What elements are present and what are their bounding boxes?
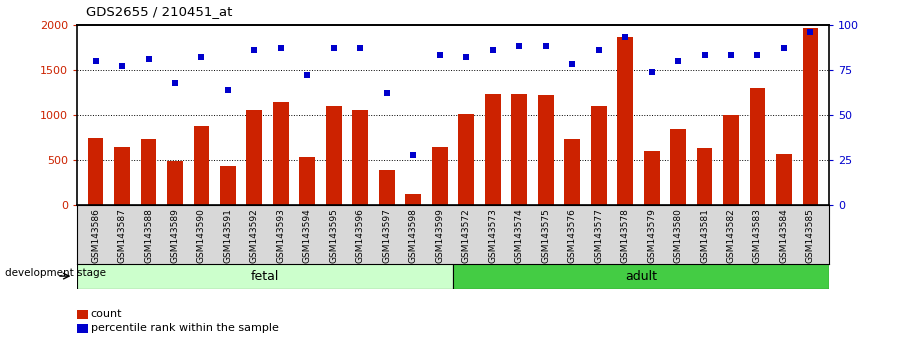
Point <box>512 44 526 49</box>
Point <box>538 44 553 49</box>
Text: GSM143585: GSM143585 <box>806 208 815 263</box>
Text: GSM143576: GSM143576 <box>568 208 576 263</box>
Point <box>221 87 236 93</box>
Bar <box>643 151 660 205</box>
Point <box>353 45 368 51</box>
Bar <box>538 95 554 205</box>
Point <box>618 35 632 40</box>
Bar <box>564 138 580 205</box>
Text: fetal: fetal <box>251 270 279 282</box>
Bar <box>246 110 263 205</box>
Point <box>274 45 288 51</box>
Point <box>698 53 712 58</box>
Text: GSM143592: GSM143592 <box>250 208 259 263</box>
Point <box>168 80 182 85</box>
Point <box>776 45 791 51</box>
Text: development stage: development stage <box>5 268 105 278</box>
Text: GSM143590: GSM143590 <box>197 208 206 263</box>
Text: GSM143587: GSM143587 <box>118 208 127 263</box>
Point <box>592 47 606 53</box>
Bar <box>326 106 342 205</box>
Text: GSM143583: GSM143583 <box>753 208 762 263</box>
Bar <box>220 166 236 205</box>
Text: GSM143581: GSM143581 <box>700 208 709 263</box>
Text: GDS2655 / 210451_at: GDS2655 / 210451_at <box>86 5 233 18</box>
Bar <box>194 126 209 205</box>
Point <box>380 91 394 96</box>
Bar <box>77 264 453 289</box>
Bar <box>140 138 157 205</box>
Bar <box>723 115 739 205</box>
Point <box>406 152 420 158</box>
Bar <box>776 154 792 205</box>
Text: GSM143599: GSM143599 <box>435 208 444 263</box>
Bar <box>511 94 527 205</box>
Bar <box>114 147 130 205</box>
Point <box>141 56 156 62</box>
Bar <box>432 147 448 205</box>
Point <box>115 63 130 69</box>
Point <box>459 55 474 60</box>
Point <box>194 55 208 60</box>
Text: GSM143588: GSM143588 <box>144 208 153 263</box>
Bar <box>803 28 818 205</box>
Point <box>88 58 102 64</box>
Text: GSM143593: GSM143593 <box>276 208 285 263</box>
Bar <box>617 36 633 205</box>
Text: percentile rank within the sample: percentile rank within the sample <box>91 323 278 333</box>
Point <box>750 53 765 58</box>
Text: GSM143572: GSM143572 <box>462 208 471 263</box>
Text: adult: adult <box>625 270 657 282</box>
Bar <box>405 194 421 205</box>
Bar <box>453 264 829 289</box>
Point <box>486 47 500 53</box>
Bar <box>379 170 395 205</box>
Point <box>804 29 818 35</box>
Text: GSM143586: GSM143586 <box>91 208 100 263</box>
Bar <box>670 129 686 205</box>
Bar <box>485 94 501 205</box>
Text: GSM143596: GSM143596 <box>356 208 365 263</box>
Text: GSM143578: GSM143578 <box>621 208 630 263</box>
Bar <box>591 106 607 205</box>
Point <box>247 47 262 53</box>
Bar <box>167 161 183 205</box>
Text: GSM143584: GSM143584 <box>779 208 788 263</box>
Text: GSM143575: GSM143575 <box>541 208 550 263</box>
Text: GSM143573: GSM143573 <box>488 208 497 263</box>
Text: GSM143597: GSM143597 <box>382 208 391 263</box>
Text: GSM143589: GSM143589 <box>170 208 179 263</box>
Text: count: count <box>91 309 122 319</box>
Text: GSM143591: GSM143591 <box>224 208 233 263</box>
Point <box>326 45 341 51</box>
Point <box>300 73 314 78</box>
Point <box>432 53 447 58</box>
Bar <box>88 138 103 205</box>
Point <box>644 69 659 75</box>
Point <box>670 58 685 64</box>
Text: GSM143579: GSM143579 <box>647 208 656 263</box>
Bar <box>273 102 289 205</box>
Bar <box>749 88 766 205</box>
Text: GSM143577: GSM143577 <box>594 208 603 263</box>
Point <box>565 62 580 67</box>
Text: GSM143594: GSM143594 <box>303 208 312 263</box>
Text: GSM143582: GSM143582 <box>727 208 736 263</box>
Text: GSM143580: GSM143580 <box>673 208 682 263</box>
Bar <box>458 114 474 205</box>
Text: GSM143574: GSM143574 <box>515 208 524 263</box>
Bar <box>697 148 712 205</box>
Text: GSM143598: GSM143598 <box>409 208 418 263</box>
Bar <box>352 110 368 205</box>
Bar <box>299 158 315 205</box>
Point <box>724 53 738 58</box>
Text: GSM143595: GSM143595 <box>330 208 338 263</box>
